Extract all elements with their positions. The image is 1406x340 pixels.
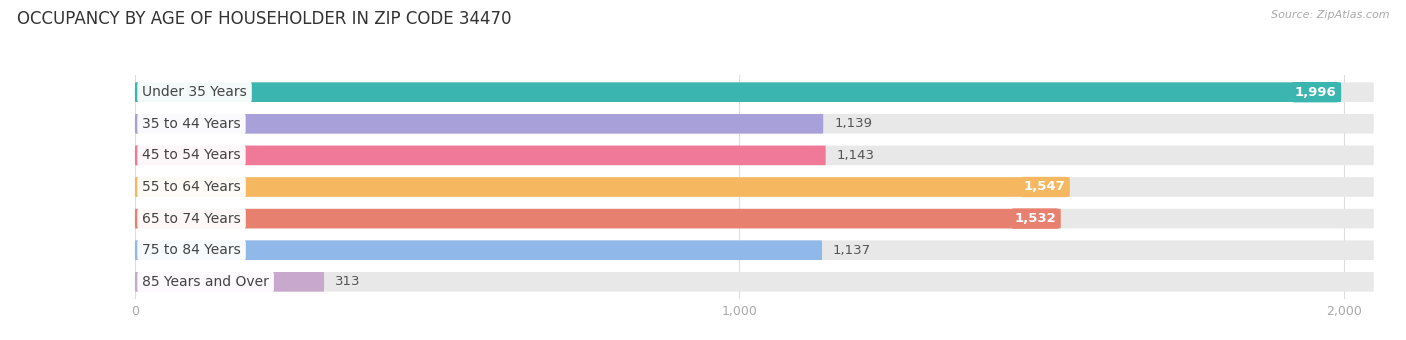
Text: 1,143: 1,143 [837, 149, 875, 162]
FancyBboxPatch shape [135, 272, 325, 292]
Text: 1,139: 1,139 [834, 117, 872, 130]
FancyBboxPatch shape [135, 146, 825, 165]
Text: Source: ZipAtlas.com: Source: ZipAtlas.com [1271, 10, 1389, 20]
Text: 45 to 54 Years: 45 to 54 Years [142, 148, 240, 163]
FancyBboxPatch shape [135, 209, 1060, 228]
FancyBboxPatch shape [135, 177, 1070, 197]
FancyBboxPatch shape [135, 272, 1374, 292]
FancyBboxPatch shape [135, 177, 1374, 197]
FancyBboxPatch shape [135, 114, 824, 134]
FancyBboxPatch shape [135, 146, 1374, 165]
Text: Under 35 Years: Under 35 Years [142, 85, 247, 99]
Text: 65 to 74 Years: 65 to 74 Years [142, 211, 240, 226]
FancyBboxPatch shape [135, 82, 1341, 102]
FancyBboxPatch shape [135, 209, 1374, 228]
Text: 55 to 64 Years: 55 to 64 Years [142, 180, 240, 194]
FancyBboxPatch shape [135, 114, 1374, 134]
Text: 1,532: 1,532 [1014, 212, 1056, 225]
Text: 313: 313 [335, 275, 360, 288]
FancyBboxPatch shape [135, 240, 823, 260]
Text: 1,547: 1,547 [1024, 181, 1064, 193]
Text: 35 to 44 Years: 35 to 44 Years [142, 117, 240, 131]
Text: 1,996: 1,996 [1295, 86, 1336, 99]
Text: 85 Years and Over: 85 Years and Over [142, 275, 269, 289]
Text: 75 to 84 Years: 75 to 84 Years [142, 243, 240, 257]
FancyBboxPatch shape [135, 82, 1374, 102]
Text: OCCUPANCY BY AGE OF HOUSEHOLDER IN ZIP CODE 34470: OCCUPANCY BY AGE OF HOUSEHOLDER IN ZIP C… [17, 10, 512, 28]
Text: 1,137: 1,137 [832, 244, 872, 257]
FancyBboxPatch shape [135, 240, 1374, 260]
